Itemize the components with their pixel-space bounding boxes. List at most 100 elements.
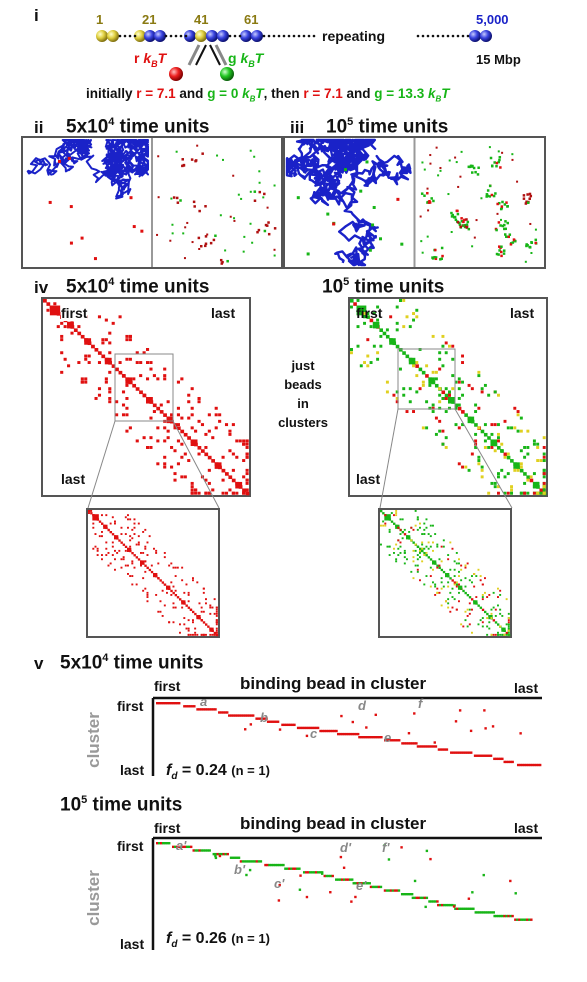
free-protein-dot [216, 154, 219, 157]
contact-cell [380, 510, 383, 513]
contact-cell [506, 452, 510, 456]
free-protein-dot [497, 150, 500, 153]
contact-cell [474, 423, 478, 427]
protein-dot [522, 194, 526, 197]
cluster-bead [505, 914, 508, 918]
contact-cell [393, 522, 396, 525]
bound-protein-dot [396, 197, 400, 201]
contact-cell [159, 403, 163, 407]
contact-cell [181, 579, 184, 582]
contact-cell [449, 577, 452, 580]
cluster-bead [396, 739, 399, 742]
cluster-bead [354, 882, 357, 885]
contact-block [445, 573, 450, 578]
contact-cell [412, 549, 415, 552]
chain-dot [441, 34, 445, 38]
contact-cell [542, 452, 546, 456]
cluster-bead [283, 723, 286, 727]
protein-dot [508, 233, 512, 236]
contact-cell [380, 524, 382, 527]
contact-cell [503, 475, 507, 479]
mbp-label: 15 Mbp [476, 52, 521, 67]
contact-cell [455, 562, 458, 565]
contact-cell [399, 518, 402, 521]
contact-cell [505, 598, 508, 601]
cluster-bead [350, 900, 353, 903]
contact-cell [211, 606, 214, 609]
contact-cell [466, 608, 469, 611]
contact-cell [510, 491, 514, 495]
free-protein-dot [480, 197, 483, 200]
cluster-bead [296, 867, 299, 870]
contact-cell [497, 475, 500, 479]
contact-cell [519, 465, 523, 469]
contact-cell [366, 312, 370, 316]
contact-cell [108, 370, 112, 374]
contact-cell [124, 533, 127, 535]
green-protein-sphere [220, 67, 234, 81]
contact-cell [135, 351, 139, 355]
cluster-bead [493, 914, 496, 918]
cluster-bead [339, 878, 342, 881]
contact-block [408, 357, 416, 365]
cluster-bead [368, 736, 371, 739]
contact-cell [412, 577, 415, 580]
protein-dot [220, 262, 224, 265]
contact-cell [159, 579, 162, 582]
cluster-bead [349, 878, 352, 881]
contact-cell [205, 598, 207, 601]
contact-cell [470, 387, 474, 391]
cluster-bead [484, 911, 487, 914]
contact-cell [189, 608, 192, 611]
contact-cell [187, 416, 191, 420]
contact-cell [461, 380, 465, 384]
contact-cell [142, 393, 146, 397]
contact-cell [464, 577, 467, 580]
contact-cell [213, 598, 216, 601]
contact-block [467, 416, 475, 424]
contact-cell [183, 432, 188, 437]
contact-cell [228, 429, 232, 433]
cluster-bead [341, 878, 344, 881]
contact-cell [127, 526, 129, 529]
contact-cell [501, 633, 504, 636]
contact-block [84, 338, 92, 345]
cluster-bead [439, 748, 443, 751]
contact-cell [526, 452, 530, 456]
contact-cell [80, 380, 84, 384]
contact-cell [108, 397, 112, 400]
contact-cell [490, 612, 493, 615]
cluster-bead [298, 888, 302, 891]
contact-cell [516, 413, 520, 417]
contact-cell [466, 562, 469, 565]
protein-dot [500, 205, 504, 208]
contact-cell [77, 331, 82, 336]
contact-block [490, 439, 497, 446]
cluster-bead [425, 849, 429, 853]
contact-cell [479, 575, 482, 577]
contact-cell [359, 364, 363, 368]
contact-cell [410, 570, 413, 573]
cluster-bead [340, 732, 344, 736]
cluster-bead [360, 736, 363, 739]
contact-cell [505, 631, 509, 635]
contact-cell [128, 334, 132, 338]
contact-cell [416, 528, 419, 531]
contact-cell [192, 579, 194, 582]
protein-dot [500, 250, 503, 254]
chain-bead [217, 30, 229, 42]
cluster-bead [407, 742, 410, 745]
contact-cell [473, 585, 476, 588]
cluster-bead [458, 709, 462, 712]
cluster-bead [454, 720, 458, 723]
contact-cell [131, 562, 134, 565]
contact-cell [98, 520, 102, 523]
cluster-bead [327, 874, 330, 878]
contact-cell [395, 400, 399, 404]
contact-block [166, 585, 171, 590]
contact-cell [231, 478, 236, 483]
contact-cell [481, 625, 484, 628]
contact-cell [441, 344, 445, 348]
contact-cell [94, 348, 99, 352]
contact-cell [461, 410, 465, 414]
